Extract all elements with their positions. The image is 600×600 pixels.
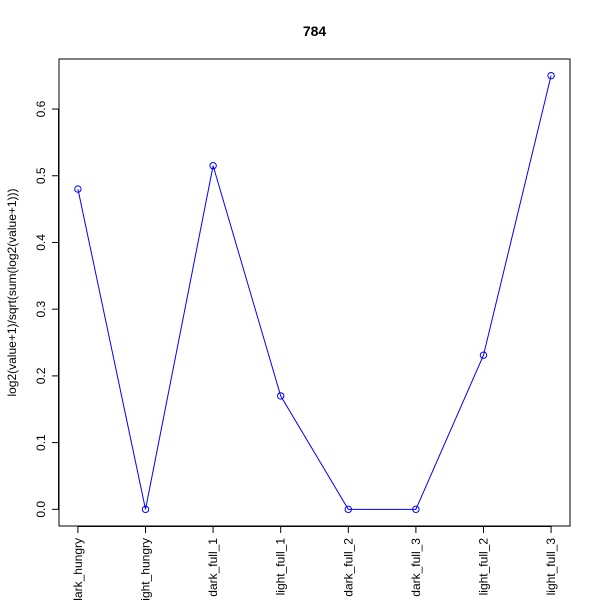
x-tick-label: dark_full_2 (341, 538, 355, 597)
x-tick-label: light_hungry (139, 538, 153, 600)
x-tick-label: light_full_1 (274, 538, 288, 596)
y-tick-label: 0.5 (34, 167, 48, 184)
y-axis-title: log2(value+1)/sqrt(sum(log2(value+1))) (5, 188, 19, 396)
data-point (277, 392, 285, 400)
data-point (74, 185, 82, 193)
data-point (141, 505, 150, 514)
x-tick-label: dark_full_3 (409, 538, 423, 597)
y-tick-label: 0.3 (34, 301, 48, 318)
data-point (479, 351, 488, 359)
y-axis: 0.0 0.1 0.2 0.3 0.4 0.5 0.6 (34, 100, 59, 518)
x-tick-label: dark_hungry (71, 538, 85, 600)
y-tick-label: 0.4 (34, 234, 48, 251)
x-tick-label: light_full_2 (476, 538, 490, 596)
data-point (209, 162, 217, 170)
series-line (77, 75, 552, 510)
data-point (412, 505, 420, 514)
x-tick-label: dark_full_1 (206, 538, 220, 597)
data-point (344, 505, 352, 514)
series (74, 71, 555, 514)
data-point (547, 71, 555, 80)
x-tick-label: light_full_3 (544, 538, 558, 596)
x-axis: dark_hungry light_hungry dark_full_1 light_… (71, 526, 558, 600)
chart-title: 784 (303, 23, 327, 39)
y-tick-label: 0.2 (34, 367, 48, 384)
plot-frame (58, 58, 571, 527)
y-tick-label: 0.1 (34, 434, 48, 451)
y-tick-label: 0.6 (34, 100, 48, 117)
y-tick-label: 0.0 (34, 501, 48, 518)
